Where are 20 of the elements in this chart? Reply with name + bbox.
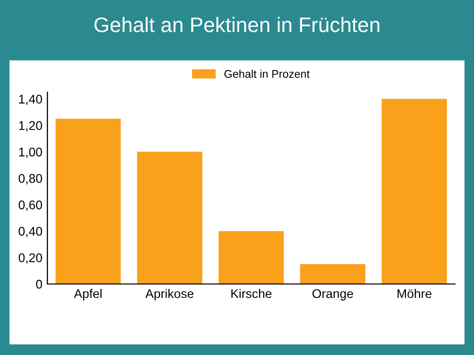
y-tick-label: 1,20 — [19, 121, 42, 132]
x-tick-label: Kirsche — [231, 288, 272, 298]
bar — [137, 152, 202, 284]
y-tick-label: 0,40 — [18, 226, 42, 238]
legend-label: Gehalt in Prozent — [224, 70, 310, 78]
y-tick-label: 1,00 — [19, 148, 42, 158]
y-tick-label: 0,60 — [18, 200, 42, 211]
bar — [56, 118, 121, 284]
x-tick-label: Möhre — [398, 288, 432, 298]
x-tick-label: Apfel — [74, 288, 102, 301]
bar — [300, 264, 366, 284]
x-tick-label: Aprikose — [145, 288, 194, 301]
y-tick-label: 0,20 — [18, 253, 42, 264]
bar — [218, 231, 284, 284]
chart-title: Gehalt an Pektinen in Früchten — [94, 16, 380, 32]
y-tick-label: 0,80 — [18, 174, 42, 184]
y-tick-label: 0 — [36, 280, 42, 289]
y-tick-label: 1,40 — [19, 94, 42, 106]
x-tick-label: Orange — [312, 289, 354, 301]
bar — [382, 98, 447, 284]
